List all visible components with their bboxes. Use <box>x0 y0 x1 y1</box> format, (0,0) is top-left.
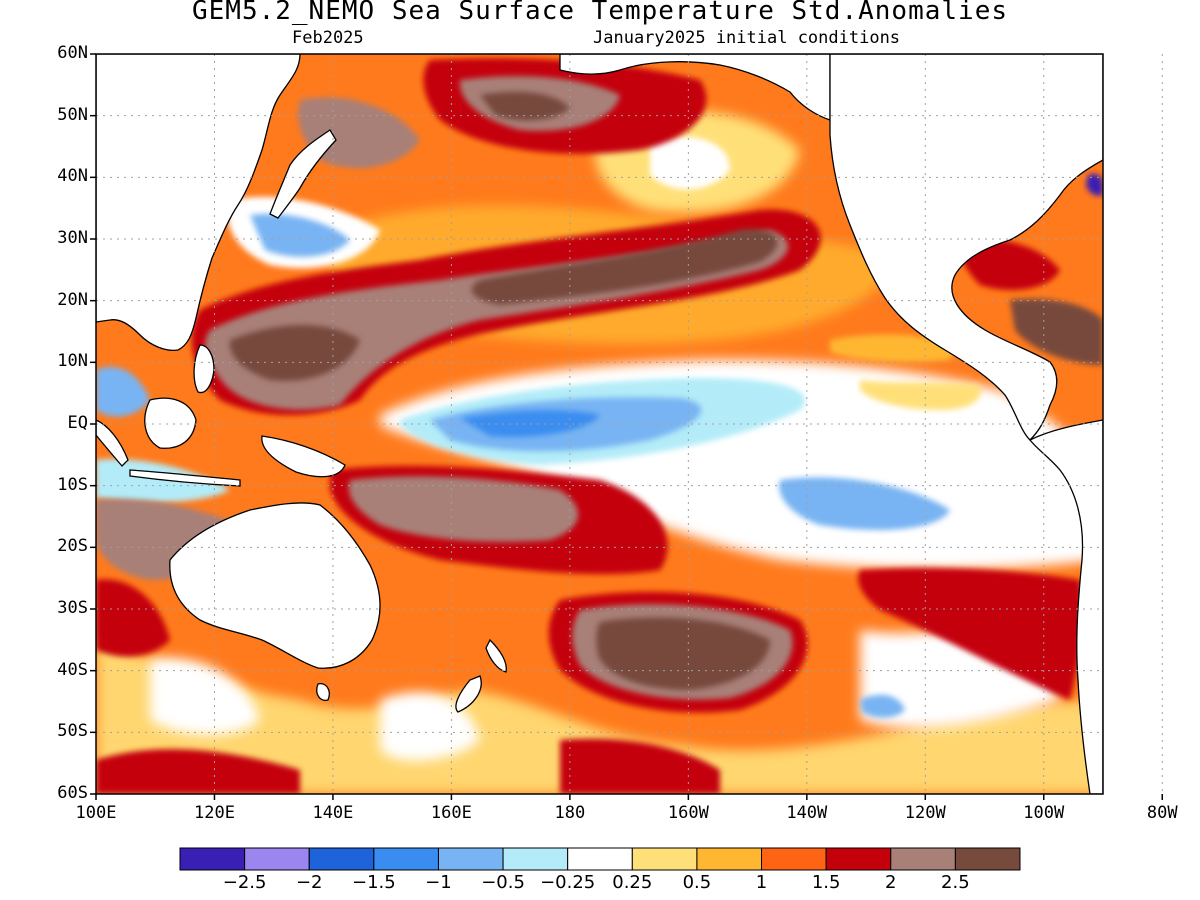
colorbar-swatch <box>825 847 892 871</box>
lat-label: 50N <box>57 104 88 125</box>
colorbar-label: 1 <box>755 872 768 893</box>
lon-label: 160W <box>667 803 709 823</box>
asia-land <box>96 54 301 351</box>
colorbar-label: 2 <box>885 872 897 893</box>
lat-label: 60N <box>57 43 88 63</box>
colorbar-swatch <box>890 847 956 871</box>
lon-label: 120W <box>904 803 946 823</box>
lat-label: 10N <box>57 351 88 372</box>
colorbar-swatch <box>567 847 633 871</box>
lat-label: EQ <box>67 413 88 433</box>
gridlines <box>96 54 1163 794</box>
colorbar-swatch <box>696 847 763 871</box>
colorbar-label: −1 <box>425 872 452 893</box>
lon-label: 140E <box>312 803 354 823</box>
lat-label: 20S <box>57 536 88 557</box>
new-guinea-land <box>261 435 346 478</box>
lon-label: 160E <box>430 803 472 823</box>
colorbar-swatch <box>373 847 439 871</box>
colorbar-swatch <box>437 847 504 871</box>
colorbar-label: 2.5 <box>941 872 970 893</box>
north-america-land <box>829 54 1103 441</box>
colorbar-label: 0.25 <box>612 872 653 893</box>
colorbar-swatch <box>179 847 246 871</box>
colorbar-swatch <box>631 847 698 871</box>
colorbar-label: 0.5 <box>682 872 712 893</box>
colorbar-swatch <box>308 847 375 871</box>
nz-north-land <box>485 638 507 673</box>
java-land <box>129 469 241 487</box>
colorbar-label: −0.5 <box>481 872 525 893</box>
colorbar-label: −2.5 <box>222 872 267 893</box>
lat-label: 40S <box>57 659 88 680</box>
lon-label: 100W <box>1023 803 1065 823</box>
colorbar-label: 1.5 <box>811 872 841 893</box>
lon-label: 120E <box>193 803 235 823</box>
lat-label: 30S <box>57 598 88 618</box>
sumatra-land <box>96 419 129 467</box>
lon-label: 140W <box>786 803 828 823</box>
lon-label: 180 <box>554 803 586 823</box>
colorbar-label: −0.25 <box>540 872 596 893</box>
tasmania-land <box>316 683 330 701</box>
land-masses <box>96 54 1103 794</box>
map-title: GEM5.2_NEMO Sea Surface Temperature Std.… <box>191 0 1008 26</box>
forecast-month: Feb2025 <box>292 28 364 48</box>
nz-south-land <box>455 675 482 713</box>
colorbar-swatch <box>954 847 1021 871</box>
lat-label: 50S <box>57 721 88 742</box>
lon-label: 100E <box>75 803 117 823</box>
colorbar-label: −1.5 <box>351 872 396 893</box>
borneo-land <box>144 397 197 449</box>
initial-conditions: January2025 initial conditions <box>593 28 901 48</box>
colorbar-swatch <box>244 847 310 871</box>
colorbar-label: −2 <box>295 872 323 893</box>
australia-land <box>169 502 381 669</box>
philippines-land <box>193 344 215 394</box>
lat-label: 40N <box>57 166 88 187</box>
alaska-land <box>559 54 831 121</box>
japan-land <box>269 129 337 219</box>
lon-label: 80W <box>1146 803 1178 823</box>
lat-label: 30N <box>57 228 88 248</box>
lat-label: 10S <box>57 474 88 495</box>
colorbar-swatch <box>761 847 827 871</box>
axis-ticks <box>90 53 1163 800</box>
lat-label: 60S <box>57 783 88 803</box>
colorbar-swatch <box>502 847 569 871</box>
lat-label: 20N <box>57 289 88 310</box>
